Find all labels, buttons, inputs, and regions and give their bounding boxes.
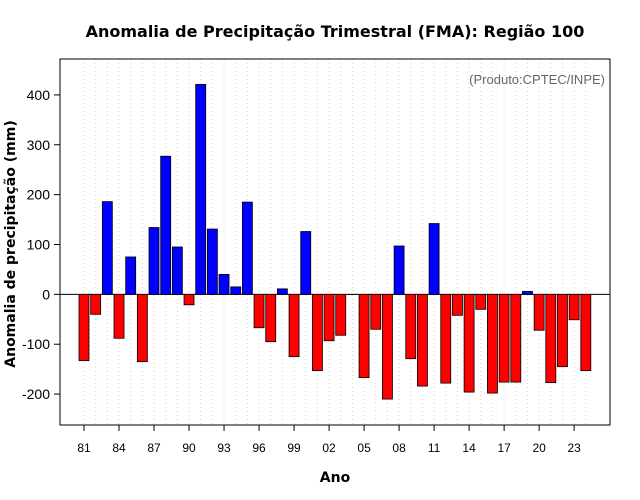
bar-2012 xyxy=(440,293,452,384)
bar-2013 xyxy=(452,293,463,316)
x-tick-label: 84 xyxy=(112,441,126,455)
bar-1991 xyxy=(195,84,207,295)
bar-1981 xyxy=(78,293,90,362)
bar-2021 xyxy=(545,293,557,384)
bar-1998 xyxy=(276,288,288,295)
bar-2015 xyxy=(475,293,487,310)
bar-2003 xyxy=(335,293,347,336)
bar-2002 xyxy=(323,293,335,342)
bar-2020 xyxy=(533,293,545,331)
bar-2010 xyxy=(417,293,428,387)
x-tick-label: 20 xyxy=(532,441,546,455)
bar-1984 xyxy=(113,293,125,339)
x-tick-label: 02 xyxy=(322,441,336,455)
bar-1986 xyxy=(136,293,148,363)
x-tick-label: 14 xyxy=(462,441,476,455)
x-tick-label: 05 xyxy=(357,441,371,455)
y-tick-label: -100 xyxy=(22,336,50,352)
bar-2019 xyxy=(522,290,533,295)
y-tick-label: 400 xyxy=(27,87,51,103)
x-tick-label: 87 xyxy=(147,441,161,455)
x-axis-title: Ano xyxy=(320,470,351,486)
bar-1987 xyxy=(148,227,160,295)
y-tick-label: 300 xyxy=(27,137,51,153)
bar-2001 xyxy=(311,293,323,372)
bar-1993 xyxy=(218,274,230,295)
bars xyxy=(78,84,592,400)
x-tick-label: 17 xyxy=(497,441,511,455)
y-tick-label: 100 xyxy=(27,236,51,252)
y-tick-label: 0 xyxy=(42,286,50,302)
bar-2022 xyxy=(557,293,568,368)
x-tick-label: 23 xyxy=(567,441,581,455)
bar-1983 xyxy=(101,201,113,295)
credit-annotation: (Produto:CPTEC/INPE) xyxy=(469,72,605,87)
bar-1989 xyxy=(171,246,183,295)
y-axis-title: Anomalia de precipitação (mm) xyxy=(3,120,19,367)
bar-1992 xyxy=(206,228,218,295)
bar-2006 xyxy=(370,293,382,330)
bar-1990 xyxy=(183,293,195,306)
bar-2000 xyxy=(300,231,312,295)
x-axis: 81 84 87 90 93 96 99 02 05 08 11 14 17 20 23 xyxy=(77,425,581,455)
y-axis: -200 -100 0 100 200 300 400 xyxy=(22,87,60,402)
bar-2024 xyxy=(580,293,592,372)
bar-2011 xyxy=(428,223,440,295)
y-tick-label: -200 xyxy=(22,386,50,402)
bar-2014 xyxy=(463,293,475,393)
x-tick-label: 90 xyxy=(182,441,196,455)
bar-1982 xyxy=(90,293,102,315)
bar-2016 xyxy=(487,293,498,394)
x-tick-label: 93 xyxy=(217,441,231,455)
x-tick-label: 08 xyxy=(392,441,406,455)
bar-1996 xyxy=(253,293,265,329)
bar-2018 xyxy=(510,293,522,383)
bar-2009 xyxy=(405,293,417,360)
bar-1985 xyxy=(125,256,137,295)
bar-2007 xyxy=(382,293,393,400)
bar-2023 xyxy=(568,293,580,321)
x-tick-label: 99 xyxy=(287,441,301,455)
bar-1999 xyxy=(288,293,300,358)
bar-2017 xyxy=(498,293,510,383)
bar-1997 xyxy=(265,293,277,343)
bar-2008 xyxy=(393,245,405,295)
plot-frame xyxy=(59,58,611,426)
chart-title: Anomalia de Precipitação Trimestral (FMA… xyxy=(86,22,585,41)
y-tick-label: 200 xyxy=(27,187,51,203)
bar-1988 xyxy=(160,155,172,295)
bar-1994 xyxy=(230,286,242,295)
x-tick-label: 81 xyxy=(77,441,91,455)
x-tick-label: 11 xyxy=(428,441,441,455)
x-tick-label: 96 xyxy=(252,441,266,455)
bar-2005 xyxy=(358,293,370,379)
bar-1995 xyxy=(241,201,253,295)
